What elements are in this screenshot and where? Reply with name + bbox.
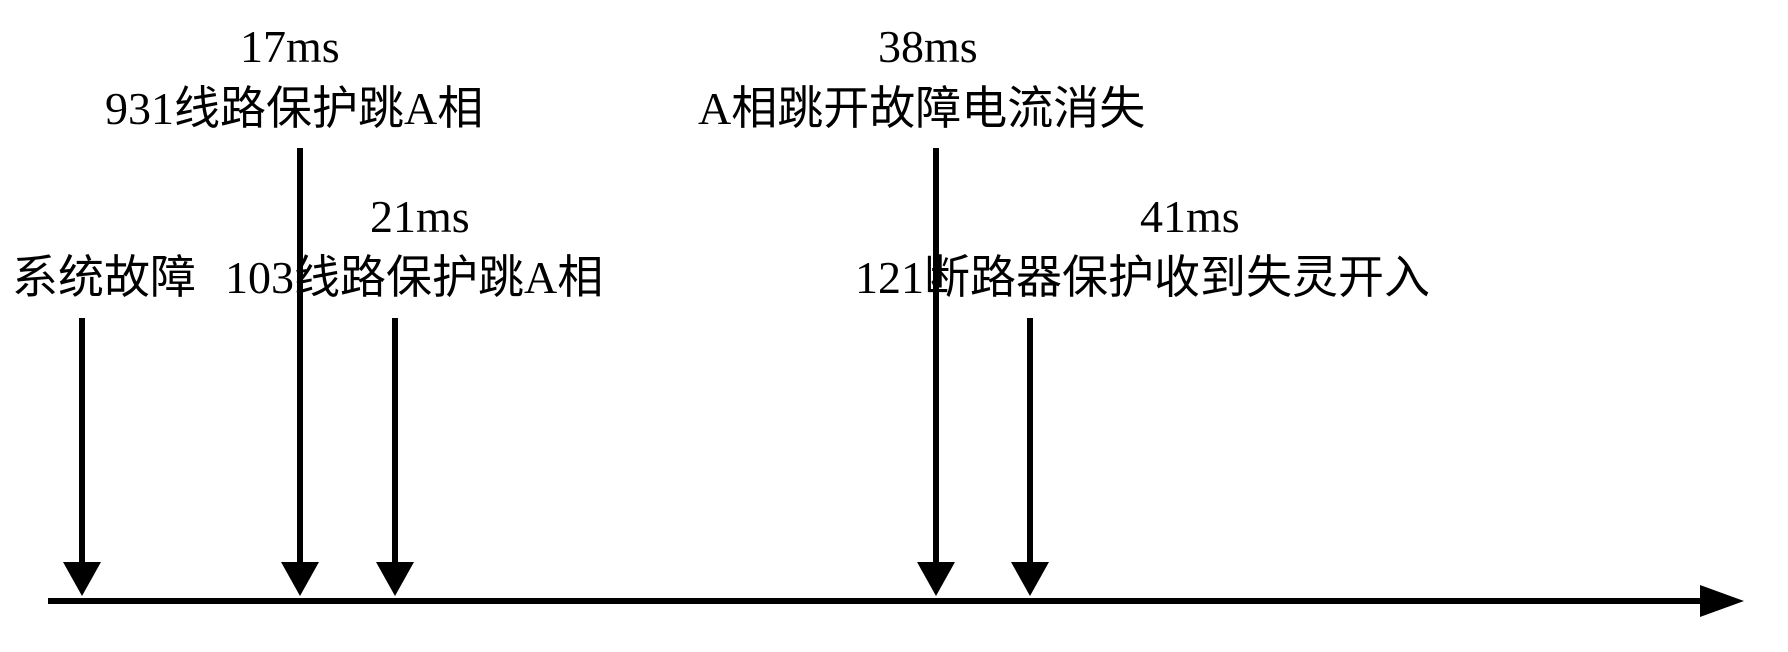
event-label-103: 103线路保护跳A相 (225, 253, 603, 304)
arrow-shaft (297, 148, 303, 562)
event-time-21ms: 21ms (370, 192, 470, 243)
axis-arrowhead (1700, 585, 1744, 617)
arrow-head-icon (281, 562, 319, 596)
event-label-system-fault: 系统故障 (12, 253, 196, 304)
event-time-38ms: 38ms (878, 22, 978, 73)
event-label-121: 121断路器保护收到失灵开入 (855, 253, 1430, 304)
arrow-shaft (79, 318, 85, 562)
arrow-shaft (1027, 318, 1033, 562)
event-label-931: 931线路保护跳A相 (105, 84, 483, 135)
arrow-head-icon (63, 562, 101, 596)
arrow-head-icon (376, 562, 414, 596)
event-time-17ms: 17ms (240, 22, 340, 73)
timeline-diagram: 系统故障 17ms 931线路保护跳A相 21ms 103线路保护跳A相 38m… (0, 0, 1788, 652)
event-label-a-phase: A相跳开故障电流消失 (698, 84, 1145, 135)
arrow-shaft (933, 148, 939, 562)
arrow-shaft (392, 318, 398, 562)
arrow-head-icon (1011, 562, 1049, 596)
axis-line (48, 598, 1706, 604)
arrow-head-icon (917, 562, 955, 596)
event-time-41ms: 41ms (1140, 192, 1240, 243)
